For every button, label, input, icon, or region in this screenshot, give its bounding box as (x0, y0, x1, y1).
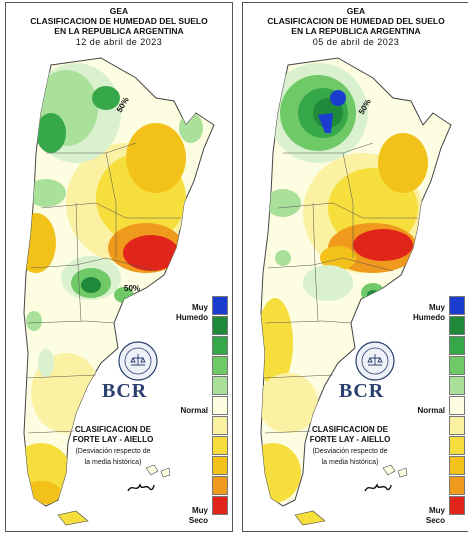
header-gea: GEA (109, 6, 129, 16)
bcr-seal-icon (355, 341, 395, 381)
title-line2: EN LA REPUBLICA ARGENTINA (54, 26, 184, 36)
legend-swatch (449, 396, 465, 415)
legend-swatch (449, 436, 465, 455)
signature-logo (364, 483, 392, 492)
bcr-logo-text: BCR (102, 380, 148, 402)
header-gea: GEA (346, 6, 366, 16)
bcr-seal-icon (118, 341, 158, 381)
legend-swatch (212, 476, 228, 495)
legend-swatch (449, 296, 465, 315)
malvinas-islands (382, 464, 408, 478)
legend-swatch (449, 476, 465, 495)
contour-label: 50% (124, 284, 140, 293)
malvinas-islands (145, 464, 171, 478)
tierra-del-fuego (294, 510, 326, 526)
map-title: GEA CLASIFICACION DE HUMEDAD DEL SUELO E… (6, 6, 232, 48)
color-legend (212, 296, 228, 516)
color-legend (449, 296, 465, 516)
title-line1: CLASIFICACION DE HUMEDAD DEL SUELO (267, 16, 445, 26)
legend-swatch (212, 316, 228, 335)
title-line1: CLASIFICACION DE HUMEDAD DEL SUELO (30, 16, 208, 26)
legend-normal: Normal (417, 406, 445, 415)
soil-moisture-map: 50% 50% (23, 57, 215, 526)
legend-swatch (449, 376, 465, 395)
bcr-logo-text: BCR (339, 380, 385, 402)
legend-swatch (212, 496, 228, 515)
tierra-del-fuego (57, 510, 89, 526)
legend-normal: Normal (180, 406, 208, 415)
legend-swatch (449, 416, 465, 435)
map-date: 12 de abril de 2023 (75, 37, 163, 47)
map-date: 05 de abril de 2023 (312, 37, 400, 47)
title-line2: EN LA REPUBLICA ARGENTINA (291, 26, 421, 36)
legend-swatch (449, 336, 465, 355)
legend-swatch (212, 396, 228, 415)
legend-swatch (212, 436, 228, 455)
legend-swatch (212, 296, 228, 315)
legend-swatch (449, 496, 465, 515)
legend-swatch (449, 456, 465, 475)
legend-swatch (212, 456, 228, 475)
classification-note: CLASIFICACION DE FORTE LAY - AIELLO (Des… (72, 425, 154, 466)
legend-swatch (212, 416, 228, 435)
map-panel-12-april: 50% 50% GEA CLASIFICACION DE HUMEDAD DEL… (5, 2, 233, 532)
map-panel-05-april: 50% GEA CLASIFICACION DE HUMEDAD DEL SUE… (242, 2, 468, 532)
legend-muy-humedo: Muy Humedo (176, 303, 208, 322)
legend-muy-seco: Muy Seco (425, 506, 445, 525)
legend-swatch (449, 316, 465, 335)
legend-swatch (212, 376, 228, 395)
legend-swatch (212, 356, 228, 375)
signature-logo (127, 483, 155, 492)
soil-moisture-map: 50% (260, 57, 452, 526)
classification-note: CLASIFICACION DE FORTE LAY - AIELLO (Des… (309, 425, 391, 466)
legend-muy-seco: Muy Seco (188, 506, 208, 525)
map-title: GEA CLASIFICACION DE HUMEDAD DEL SUELO E… (243, 6, 468, 48)
legend-swatch (212, 336, 228, 355)
legend-muy-humedo: Muy Humedo (413, 303, 445, 322)
legend-swatch (449, 356, 465, 375)
